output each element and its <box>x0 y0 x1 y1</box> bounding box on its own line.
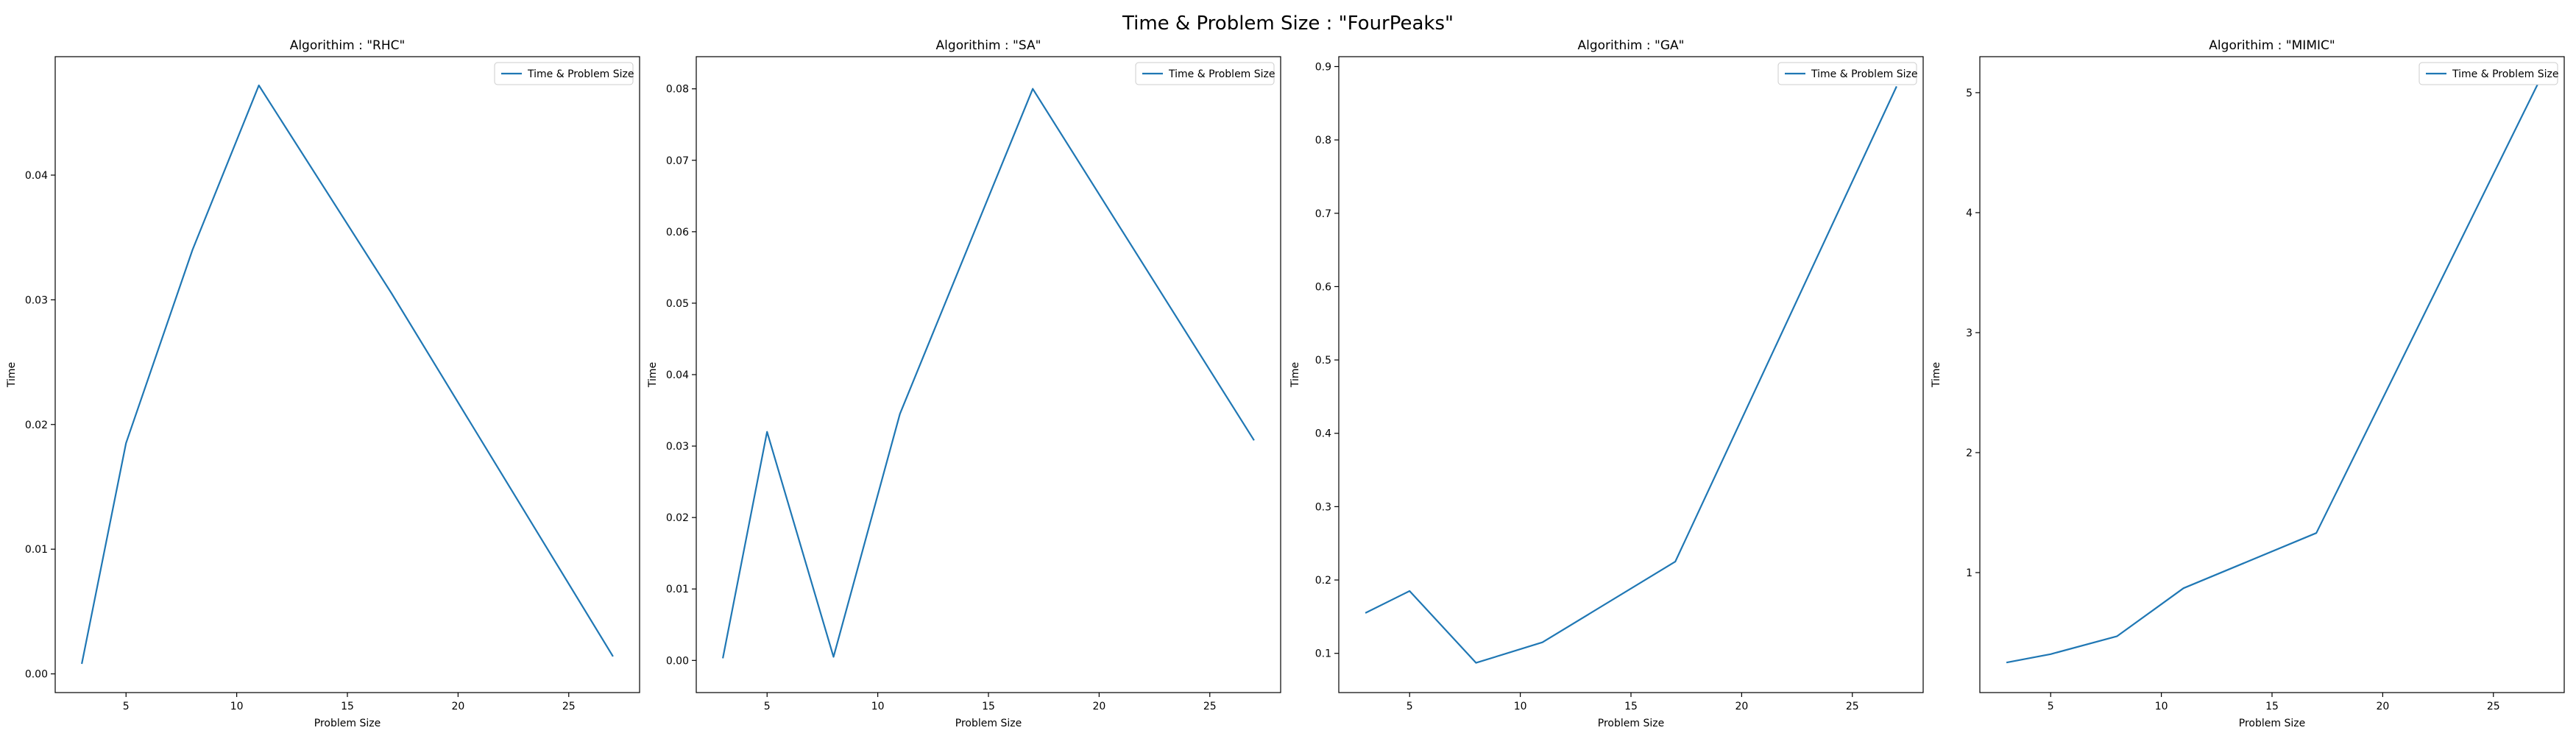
y-axis-label: Time <box>647 362 659 388</box>
y-tick-label: 0.04 <box>25 170 48 182</box>
x-tick-label: 20 <box>2376 701 2389 712</box>
legend: Time & Problem Size <box>1135 62 1275 85</box>
y-tick-label: 0.6 <box>1315 281 1331 293</box>
x-axis-label: Problem Size <box>2239 718 2305 729</box>
legend: Time & Problem Size <box>2418 62 2559 85</box>
x-tick-label: 5 <box>2048 701 2054 712</box>
y-tick-label: 0.01 <box>25 544 48 556</box>
x-tick-label: 25 <box>1846 701 1859 712</box>
x-tick-label: 15 <box>341 701 354 712</box>
legend-label: Time & Problem Size <box>2452 68 2559 80</box>
y-tick-label: 0.02 <box>25 420 48 431</box>
x-tick-label: 10 <box>1514 701 1527 712</box>
x-tick-label: 10 <box>2155 701 2168 712</box>
y-tick-label: 5 <box>1966 88 1972 99</box>
x-tick-label: 15 <box>1624 701 1638 712</box>
chart-panel-4: Algorithim : "MIMIC" 5 10 15 20 25 1 2 3 4 5 Proble… <box>1931 38 2565 729</box>
y-tick-label: 0.1 <box>1315 648 1331 660</box>
y-tick-label: 3 <box>1966 328 1972 339</box>
axes-frame <box>1338 56 1924 693</box>
y-tick-label: 2 <box>1966 447 1972 459</box>
series-line-1 <box>1365 85 1897 664</box>
y-tick-label: 1 <box>1966 567 1972 579</box>
legend: Time & Problem Size <box>1777 62 1918 85</box>
y-tick-label: 0.07 <box>666 155 689 167</box>
y-tick-label: 0.2 <box>1315 575 1331 587</box>
x-tick-label: 10 <box>230 701 244 712</box>
legend-box <box>494 62 634 85</box>
x-axis-label: Problem Size <box>314 718 381 729</box>
figure-title: Time & Problem Size : "FourPeaks" <box>1122 13 1454 35</box>
y-tick-label: 0.5 <box>1315 355 1331 367</box>
legend-label: Time & Problem Size <box>527 68 634 80</box>
x-tick-label: 5 <box>1406 701 1413 712</box>
x-tick-label: 15 <box>982 701 995 712</box>
chart-title: Algorithim : "RHC" <box>290 38 406 53</box>
x-axis-label: Problem Size <box>955 718 1022 729</box>
y-axis-label: Time <box>1931 362 1942 388</box>
chart-panel-1: Algorithim : "RHC" 5 10 15 20 25 0.00 0.01 0.02 0… <box>6 38 640 729</box>
y-tick-label: 0.7 <box>1315 208 1331 220</box>
legend-box <box>1135 62 1275 85</box>
y-tick-label: 0.05 <box>666 298 689 310</box>
y-axis-label: Time <box>1289 362 1301 388</box>
chart-title: Algorithim : "MIMIC" <box>2209 38 2335 53</box>
x-axis-label: Problem Size <box>1598 718 1664 729</box>
y-tick-label: 0.4 <box>1315 428 1331 440</box>
x-tick-label: 10 <box>871 701 885 712</box>
series-line-1 <box>722 88 1255 659</box>
series-line-1 <box>2006 84 2538 664</box>
x-tick-label: 15 <box>2265 701 2279 712</box>
y-tick-label: 4 <box>1966 208 1972 219</box>
legend-box <box>1777 62 1917 85</box>
y-tick-label: 0.03 <box>25 294 48 306</box>
x-tick-label: 5 <box>764 701 771 712</box>
axes-frame <box>54 56 640 693</box>
chart-title: Algorithim : "SA" <box>936 38 1041 53</box>
x-tick-label: 25 <box>1203 701 1217 712</box>
y-tick-label: 0.3 <box>1315 501 1331 513</box>
x-tick-label: 5 <box>123 701 130 712</box>
x-tick-label: 20 <box>451 701 464 712</box>
chart-panel-3: Algorithim : "GA" 5 10 15 20 25 0.1 0.2 0.3 0.4 0.… <box>1289 38 1924 729</box>
legend: Time & Problem Size <box>494 62 634 85</box>
y-tick-label: 0.08 <box>666 84 689 96</box>
x-tick-label: 20 <box>1735 701 1748 712</box>
series-line-1 <box>81 84 614 665</box>
x-tick-label: 25 <box>2487 701 2500 712</box>
x-tick-label: 25 <box>562 701 576 712</box>
legend-label: Time & Problem Size <box>1168 68 1275 80</box>
axes-frame <box>696 56 1281 693</box>
legend-box <box>2418 62 2558 85</box>
y-tick-label: 0.00 <box>666 655 689 667</box>
y-tick-label: 0.01 <box>666 584 689 595</box>
y-tick-label: 0.8 <box>1315 135 1331 146</box>
legend-label: Time & Problem Size <box>1811 68 1918 80</box>
chart-panel-2: Algorithim : "SA" 5 10 15 20 25 0.00 0.01 0.02 0.… <box>647 38 1281 729</box>
y-tick-label: 0.04 <box>666 369 689 381</box>
y-tick-label: 0.02 <box>666 512 689 524</box>
axes-frame <box>1979 56 2565 693</box>
y-tick-label: 0.9 <box>1315 61 1331 73</box>
y-axis-label: Time <box>6 362 18 388</box>
y-tick-label: 0.06 <box>666 227 689 238</box>
x-tick-label: 20 <box>1092 701 1105 712</box>
y-tick-label: 0.00 <box>25 669 48 681</box>
chart-panels: Algorithim : "RHC"5 10 15 20 250.000.010.020… <box>6 38 2565 729</box>
y-tick-label: 0.03 <box>666 441 689 453</box>
chart-title: Algorithim : "GA" <box>1578 38 1685 53</box>
